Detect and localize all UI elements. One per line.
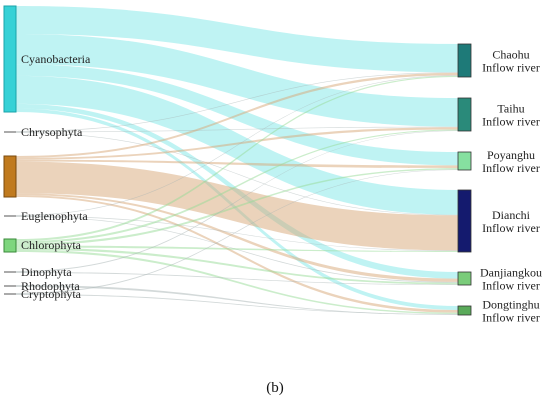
label-cyanobacteria: Cyanobacteria: [21, 52, 91, 66]
label-dinophyta: Dinophyta: [21, 265, 72, 279]
sublabel-dongtinghu: Inflow river: [482, 311, 540, 325]
link-cyanobacteria-taihu: [16, 33, 458, 127]
link-euglenophyta-dianchi: [16, 215, 458, 251]
sublabel-chaohu: Inflow river: [482, 61, 540, 75]
link-bacillariophyta-taihu: [16, 127, 458, 160]
node-chaohu: [457, 43, 472, 78]
label-taihu: Taihu: [497, 102, 524, 116]
link-dinophyta-taihu: [16, 130, 458, 272]
link-chlorophyta-chaohu: [16, 75, 458, 242]
node-poyanghu: [457, 151, 472, 171]
node-danjiangkou: [457, 271, 472, 286]
sublabel-danjiangkou: Inflow river: [482, 279, 540, 293]
link-chlorophyta-danjiangkou: [16, 247, 458, 285]
sublabel-dianchi: Inflow river: [482, 221, 540, 235]
label-dianchi: Dianchi: [492, 208, 531, 222]
link-chlorophyta-dianchi: [16, 245, 458, 252]
sublabel-taihu: Inflow river: [482, 115, 540, 129]
link-bacillariophyta-dongtinghu: [16, 195, 458, 313]
label-dongtinghu: Dongtinghu: [482, 298, 539, 312]
figure-caption: (b): [266, 380, 284, 396]
node-dongtinghu: [457, 305, 472, 316]
node-cyanobacteria: [3, 5, 17, 113]
label-chrysophyta: Chrysophyta: [21, 125, 83, 139]
link-bacillariophyta-danjiangkou: [16, 193, 458, 282]
flow-links: [16, 6, 458, 315]
link-chlorophyta-dongtinghu: [16, 249, 458, 314]
link-rhodophyta-dongtinghu: [16, 285, 458, 315]
label-poyanghu: Poyanghu: [487, 148, 535, 162]
link-dinophyta-danjiangkou: [16, 272, 458, 285]
link-bacillariophyta-poyanghu: [16, 159, 458, 169]
link-euglenophyta-chaohu: [16, 75, 458, 216]
link-chrysophyta-dianchi: [16, 132, 458, 216]
link-cryptophyta-dongtinghu: [16, 294, 458, 315]
link-chlorophyta-poyanghu: [16, 168, 458, 246]
node-dianchi: [457, 189, 472, 253]
link-chlorophyta-taihu: [16, 129, 458, 244]
label-rhodophyta: Rhodophyta: [21, 279, 80, 293]
node-bacillariophyta: [3, 155, 17, 198]
label-danjiangkou: Danjiangkou: [480, 266, 542, 280]
label-chaohu: Chaohu: [492, 48, 529, 62]
link-cryptophyta-poyanghu: [16, 169, 458, 294]
source-nodes: Cyanobacteria Chrysophyta Euglenophyta Chlo…: [3, 5, 91, 301]
link-chrysophyta-taihu: [16, 126, 458, 133]
label-chlorophyta: Chlorophyta: [21, 238, 82, 252]
link-chrysophyta-chaohu: [16, 72, 458, 132]
label-euglenophyta: Euglenophyta: [21, 209, 88, 223]
sublabel-poyanghu: Inflow river: [482, 161, 540, 175]
node-chlorophyta: [3, 238, 17, 253]
link-cyanobacteria-chaohu: [16, 6, 458, 73]
node-taihu: [457, 97, 472, 132]
label-cryptophyta: Cryptophyta: [21, 287, 82, 301]
link-bacillariophyta-chaohu: [16, 72, 458, 158]
